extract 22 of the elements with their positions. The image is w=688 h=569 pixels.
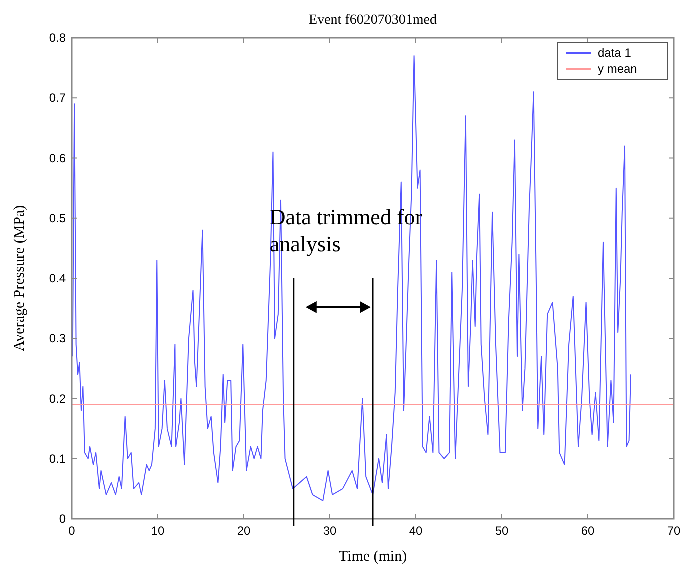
y-tick-label: 0.5 xyxy=(49,211,66,226)
y-tick-label: 0.3 xyxy=(49,332,66,346)
y-tick-label: 0 xyxy=(59,512,66,526)
x-tick-label: 70 xyxy=(667,524,681,538)
y-axis-title: Average Pressure (MPa) xyxy=(12,205,28,352)
legend-label: y mean xyxy=(598,62,638,76)
x-tick-label: 40 xyxy=(409,524,423,538)
x-tick-label: 20 xyxy=(237,524,251,538)
y-tick-label: 0.4 xyxy=(49,272,66,286)
x-tick-label: 50 xyxy=(495,524,509,538)
x-tick-label: 10 xyxy=(151,524,165,538)
y-tick-label: 0.6 xyxy=(49,151,66,166)
y-tick-label: 0.1 xyxy=(49,452,66,466)
x-tick-label: 30 xyxy=(323,524,337,538)
y-tick-label: 0.8 xyxy=(49,31,66,45)
y-tick-label: 0.2 xyxy=(49,392,66,406)
x-tick-label: 60 xyxy=(581,524,595,538)
chart-title: Event f602070301med xyxy=(309,13,437,28)
legend-label: data 1 xyxy=(598,46,632,60)
y-tick-label: 0.7 xyxy=(49,91,66,106)
x-tick-label: 0 xyxy=(68,524,76,538)
x-axis-title: Time (min) xyxy=(338,549,408,565)
